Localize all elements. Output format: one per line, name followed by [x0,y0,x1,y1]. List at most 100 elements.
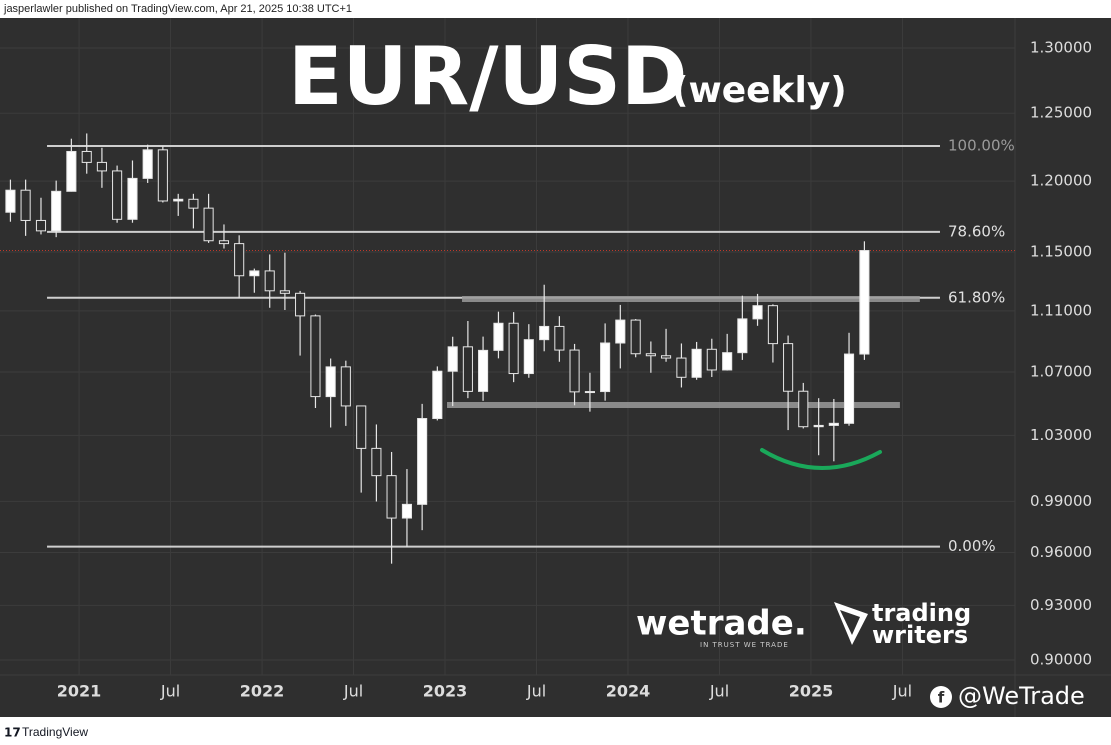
candle-body [539,325,550,341]
candle-body [478,349,489,392]
candle-body [630,319,641,355]
candle-body [447,346,458,372]
candle-body [173,198,184,202]
candle-body [279,290,290,294]
candle-body [386,475,397,519]
y-tick-label: 0.93000 [1030,596,1092,614]
y-tick-label: 0.96000 [1030,543,1092,561]
candle-body [371,447,382,477]
y-tick-label: 1.11000 [1030,301,1092,319]
candle-body [843,353,855,424]
candle-body [706,348,717,371]
footer-logo: 17 [4,726,21,740]
x-tick-label: Jul [709,682,729,701]
candle-body [249,270,260,277]
candle-body [600,342,611,393]
x-tick-label: Jul [526,682,546,701]
candle-body [234,243,245,277]
x-tick-label: 2024 [606,682,651,701]
candle-body [615,319,626,344]
candle-body [584,391,595,394]
fib-level-label: 78.60% [948,222,1005,240]
candles [5,133,870,564]
levels [0,145,1015,548]
candle-body [508,322,519,375]
candle-body [737,318,748,354]
footer-text: TradingView [22,725,88,739]
candle-body [325,366,336,398]
candle-body [752,305,763,320]
watermark-writers: writers [872,621,968,649]
y-tick-label: 1.30000 [1030,38,1092,56]
x-tick-label: Jul [160,682,180,701]
facebook-icon [930,686,952,708]
watermark-trading: trading [872,599,971,627]
candle-body [828,422,839,426]
candle-body [722,352,733,371]
candle-body [417,418,428,505]
x-tick-label: Jul [892,682,912,701]
candle-body [20,189,31,221]
candle-body [569,349,580,393]
facebook-icon-letter: f [938,689,945,707]
candle-body [81,150,92,163]
watermark-tagline: IN TRUST WE TRADE [700,641,789,649]
candle-body [96,161,107,172]
x-tick-label: 2022 [240,682,285,701]
candle-body [676,357,687,378]
candle-body [432,370,443,420]
candle-body [691,348,702,378]
y-tick-label: 1.20000 [1030,172,1092,190]
x-tick-label: 2023 [423,682,468,701]
fib-level-label: 0.00% [948,537,996,555]
candle-body [783,343,794,392]
candle-body [188,198,199,209]
chart-background [0,18,1111,717]
candle-body [157,149,168,202]
fib-level-label: 61.80% [948,288,1005,306]
y-tick-label: 1.15000 [1030,242,1092,260]
x-tick-label: 2025 [789,682,834,701]
fib-level-label: 100.00% [948,137,1015,155]
x-tick-label: 2021 [57,682,102,701]
candle-body [295,292,306,317]
y-tick-label: 0.90000 [1030,650,1092,668]
candle-body [523,339,534,375]
candle-body [112,170,123,220]
x-tick-label: Jul [343,682,363,701]
candle-body [203,207,214,242]
watermark-wetrade: wetrade. [636,604,807,644]
footer-bar [0,717,1111,741]
candle-body [5,189,16,213]
candle-body [356,405,367,449]
watermark-handle: @WeTrade [958,682,1085,710]
candle-body [660,355,672,359]
candle-body [142,149,153,179]
candle-body [798,390,809,428]
y-tick-label: 0.99000 [1030,492,1092,510]
watermark-logo [834,602,868,645]
y-tick-label: 1.03000 [1030,426,1092,444]
y-tick-label: 1.25000 [1030,104,1092,122]
candle-body [264,270,275,292]
candle-body [401,503,413,519]
candle-body [218,240,230,245]
candle-body [310,315,321,398]
candle-body [554,325,565,351]
candle-body [51,190,62,232]
rounding-bottom-arc [760,448,882,470]
chart-title: EUR/USD [288,30,687,123]
candle-body [340,366,351,407]
candle-body [859,250,870,355]
candle-body [645,353,656,357]
candle-body [66,150,77,192]
candle-body [767,305,778,345]
candle-body [493,322,504,351]
candle-body [35,219,47,232]
header-bar [0,0,1111,18]
chart-subtitle: (weekly) [672,70,847,111]
candle-body [127,177,138,220]
candle-body [462,346,473,392]
candle-body [813,424,824,428]
y-tick-label: 1.07000 [1030,362,1092,380]
